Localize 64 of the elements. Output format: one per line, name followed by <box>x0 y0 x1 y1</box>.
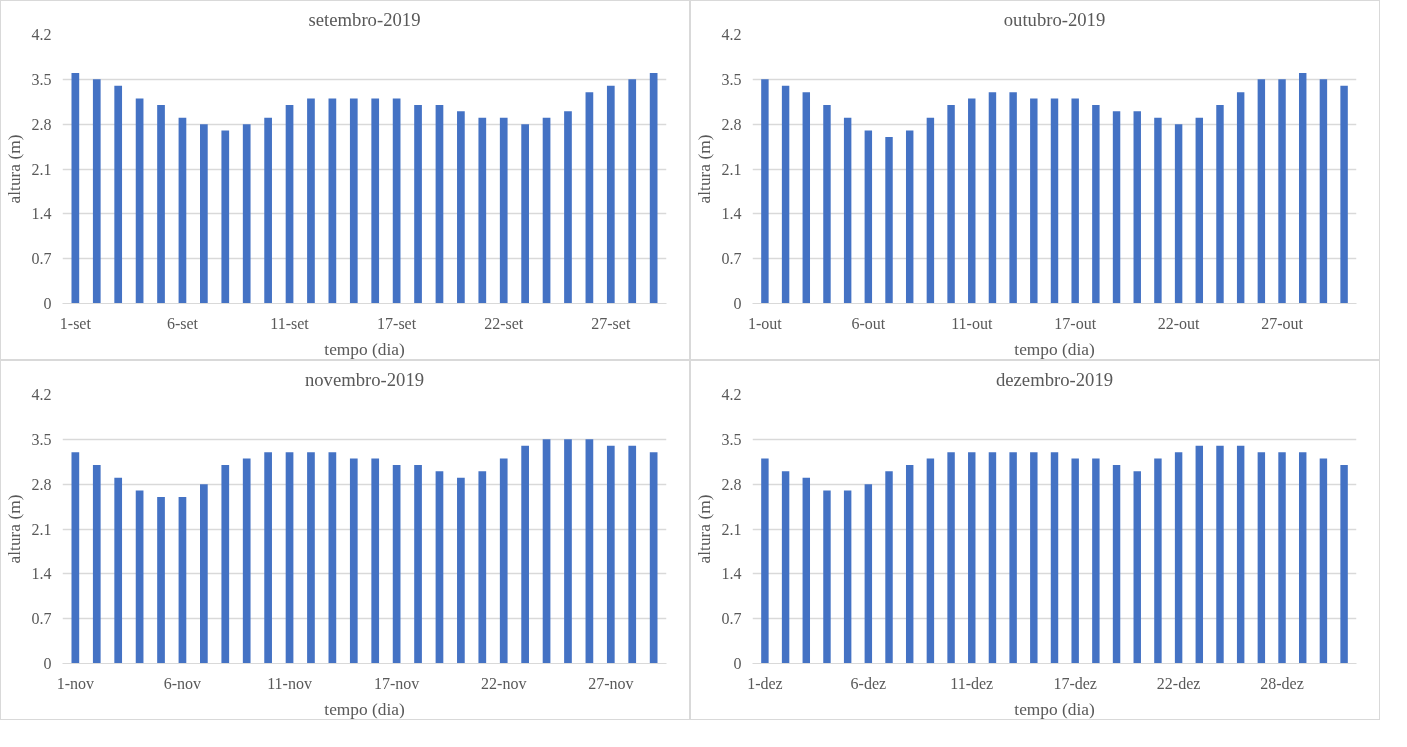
y-axis-title: altura (m) <box>694 494 714 564</box>
y-tick-label: 4.2 <box>721 386 742 403</box>
x-tick-label: 1-set <box>59 314 92 332</box>
x-tick-label: 11-set <box>270 314 310 332</box>
y-tick-label: 1.4 <box>31 565 52 583</box>
x-tick-label: 17-nov <box>373 674 420 692</box>
y-tick-label: 4.2 <box>31 386 52 403</box>
x-tick-label: 1-dez <box>747 674 783 692</box>
x-tick-label: 6-set <box>166 314 199 332</box>
y-tick-label: 0 <box>733 295 742 312</box>
x-tick-label: 1-nov <box>56 674 95 692</box>
y-tick-label: 1.4 <box>31 205 52 223</box>
y-tick-label: 2.1 <box>31 520 52 538</box>
x-axis-title: tempo (dia) <box>324 339 405 359</box>
x-tick-label: 6-nov <box>163 674 202 692</box>
x-tick-label: 6-out <box>851 314 886 332</box>
y-tick-label: 2.1 <box>721 160 742 178</box>
x-axis-title: tempo (dia) <box>1014 699 1095 719</box>
y-tick-label: 2.8 <box>721 475 742 493</box>
y-tick-label: 3.5 <box>31 430 52 448</box>
x-tick-label: 17-dez <box>1053 674 1097 692</box>
x-axis-title: tempo (dia) <box>1014 339 1095 359</box>
y-tick-label: 0.7 <box>721 250 742 268</box>
x-tick-label: 1-out <box>748 314 783 332</box>
chart-title: outubro-2019 <box>1003 8 1106 30</box>
y-tick-label: 2.8 <box>31 475 52 493</box>
x-tick-label: 27-out <box>1261 314 1304 332</box>
y-tick-label: 3.5 <box>721 70 742 88</box>
y-tick-label: 0 <box>43 295 52 312</box>
chart-title: dezembro-2019 <box>995 368 1114 390</box>
y-axis-title: altura (m) <box>694 134 714 204</box>
y-tick-label: 4.2 <box>721 26 742 43</box>
chart-title: setembro-2019 <box>308 8 421 30</box>
x-tick-label: 27-nov <box>588 674 634 692</box>
x-tick-label: 17-set <box>377 314 417 332</box>
y-tick-label: 1.4 <box>721 565 742 583</box>
y-tick-label: 0.7 <box>31 250 52 268</box>
y-tick-label: 4.2 <box>31 26 52 43</box>
y-tick-label: 3.5 <box>721 430 742 448</box>
y-tick-label: 0 <box>43 655 52 672</box>
y-tick-label: 0.7 <box>721 610 742 628</box>
y-tick-label: 2.8 <box>721 115 742 133</box>
x-tick-label: 22-out <box>1157 314 1201 332</box>
y-axis-title: altura (m) <box>4 494 24 564</box>
x-tick-label: 17-out <box>1054 314 1097 332</box>
x-tick-label: 11-out <box>951 314 993 332</box>
x-tick-label: 28-dez <box>1260 674 1304 692</box>
x-tick-label: 11-nov <box>267 674 312 692</box>
y-tick-label: 2.8 <box>31 115 52 133</box>
x-tick-label: 22-nov <box>481 674 527 692</box>
y-tick-label: 2.1 <box>31 160 52 178</box>
y-tick-label: 2.1 <box>721 520 742 538</box>
y-tick-label: 3.5 <box>31 70 52 88</box>
x-tick-label: 22-set <box>484 314 524 332</box>
y-axis-title: altura (m) <box>4 134 24 204</box>
x-axis-title: tempo (dia) <box>324 699 405 719</box>
x-tick-label: 27-set <box>591 314 631 332</box>
chart-title: novembro-2019 <box>304 368 425 390</box>
x-tick-label: 22-dez <box>1156 674 1201 692</box>
x-tick-label: 6-dez <box>850 674 887 692</box>
y-tick-label: 0.7 <box>31 610 52 628</box>
y-tick-label: 0 <box>733 655 742 672</box>
x-tick-label: 11-dez <box>950 674 994 692</box>
y-tick-label: 1.4 <box>721 205 742 223</box>
